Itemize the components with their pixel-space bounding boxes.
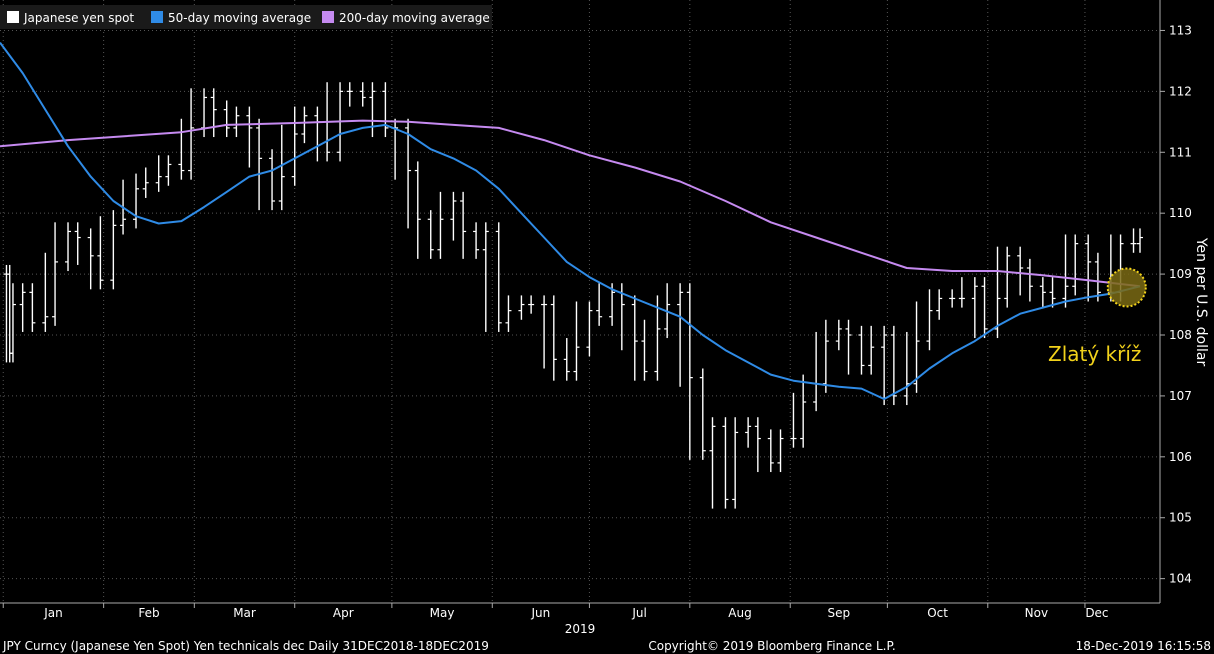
x-tick-label: Mar (233, 606, 256, 620)
axes (0, 0, 1161, 604)
spot-series (3, 82, 1143, 509)
footer-ticker: JPY Curncy (Japanese Yen Spot) Yen techn… (2, 639, 489, 653)
x-tick-label: Feb (138, 606, 159, 620)
ma200-series (0, 119, 1141, 288)
x-tick-label: Oct (927, 606, 948, 620)
x-tick-label: Nov (1025, 606, 1048, 620)
y-tick-label: 112 (1169, 84, 1192, 98)
x-tick-label: Jun (530, 606, 550, 620)
x-tick-labels: Jan Feb Mar Apr May Jun Jul Aug Sep Oct Nov Dec (2, 603, 1109, 620)
footer-timestamp: 18-Dec-2019 16:15:58 (1076, 639, 1211, 653)
y-tick-label: 111 (1169, 145, 1192, 159)
y-tick-label: 104 (1169, 572, 1192, 586)
legend-background (0, 5, 492, 29)
footer-copyright: Copyright© 2019 Bloomberg Finance L.P. (648, 639, 895, 653)
x-tick-label: Jan (43, 606, 63, 620)
y-tick-labels: 104 105 106 107 108 109 110 111 112 113 (1160, 23, 1192, 586)
year-label: 2019 (565, 622, 596, 636)
y-tick-label: 109 (1169, 267, 1192, 281)
y-tick-label: 110 (1169, 206, 1192, 220)
x-tick-label: May (430, 606, 455, 620)
x-tick-label: Sep (827, 606, 850, 620)
golden-cross-annotation: Zlatý kříž (1048, 267, 1147, 366)
legend-entry-spot: Japanese yen spot (23, 11, 134, 25)
legend-entry-ma50: 50-day moving average (168, 11, 311, 25)
y-tick-label: 107 (1169, 389, 1192, 403)
x-tick-label: Jul (631, 606, 646, 620)
ma200-line (0, 119, 1141, 288)
legend-swatch-ma200 (322, 11, 334, 23)
ma50-line (0, 42, 1141, 400)
y-axis-label: Yen per U.S. dollar (1193, 237, 1209, 367)
y-tick-label: 108 (1169, 328, 1192, 342)
y-tick-label: 113 (1169, 23, 1192, 37)
legend-entry-ma200: 200-day moving average (339, 11, 490, 25)
x-tick-label: Apr (333, 606, 354, 620)
legend: Japanese yen spot 50-day moving average … (0, 5, 492, 29)
ma50-series (0, 42, 1141, 400)
x-tick-label: Dec (1085, 606, 1108, 620)
golden-cross-circle-icon (1106, 267, 1147, 308)
golden-cross-label: Zlatý kříž (1048, 342, 1141, 366)
legend-swatch-spot (7, 11, 19, 23)
y-tick-label: 106 (1169, 450, 1192, 464)
y-tick-label: 105 (1169, 511, 1192, 525)
legend-swatch-ma50 (151, 11, 163, 23)
x-tick-label: Aug (728, 606, 751, 620)
